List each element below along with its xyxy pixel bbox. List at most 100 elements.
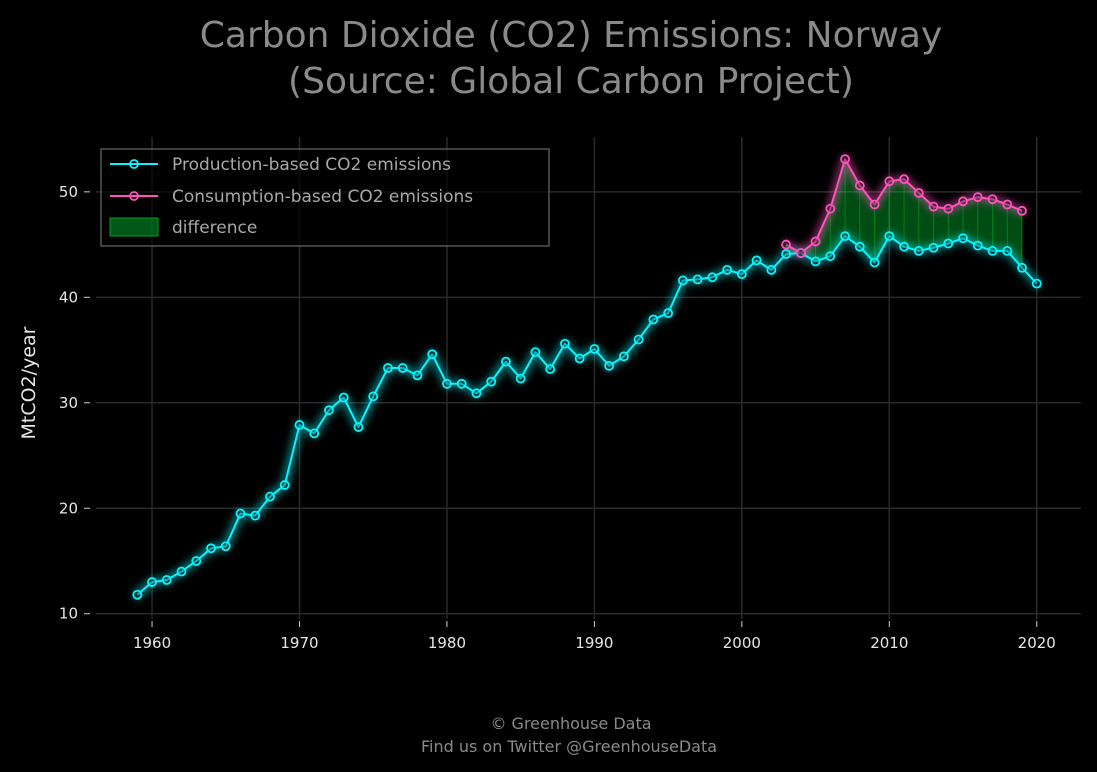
production-point: [161, 575, 172, 585]
production-point: [972, 240, 983, 251]
legend-production-marker: [129, 159, 139, 169]
production-point: [250, 510, 261, 521]
production-point: [633, 334, 644, 345]
consumption-point: [958, 196, 968, 207]
production-glow: [134, 233, 1040, 598]
consumption-point: [781, 239, 791, 250]
production-point: [501, 356, 511, 367]
production-point: [338, 392, 349, 403]
consumption-point: [913, 187, 924, 198]
production-point: [147, 577, 157, 587]
legend-difference-swatch: [109, 217, 159, 237]
production-point: [191, 556, 202, 566]
production-point: [456, 378, 467, 389]
production-point: [781, 249, 791, 259]
production-point: [294, 420, 305, 430]
y-tick-label: 50: [59, 183, 78, 201]
y-tick-label: 30: [59, 394, 78, 412]
production-point: [663, 308, 674, 319]
production-glow: [130, 229, 1044, 602]
production-point: [265, 491, 275, 502]
consumption-point: [928, 201, 939, 212]
legend-frame: [100, 148, 550, 247]
production-point: [309, 428, 320, 439]
production-point: [220, 541, 231, 552]
production-point: [987, 246, 998, 256]
production-point: [899, 241, 909, 252]
consumption-line: [785, 158, 1023, 255]
consumption-point: [795, 248, 806, 258]
production-point: [560, 338, 570, 349]
production-point: [1031, 278, 1042, 289]
production-glow: [132, 231, 1042, 600]
production-point: [471, 388, 482, 399]
consumption-point: [972, 192, 983, 203]
production-point: [397, 363, 408, 373]
series-markers: [132, 154, 1042, 600]
consumption-point: [943, 203, 954, 214]
legend-consumption-label: Consumption-based CO2 emissions: [172, 187, 473, 207]
consumption-point: [854, 180, 865, 191]
production-point: [751, 255, 762, 266]
footer-credit: © Greenhouse Data: [490, 714, 651, 733]
consumption-point: [884, 176, 895, 187]
production-point: [869, 257, 880, 268]
production-point: [1017, 262, 1027, 273]
chart-title-line-2: (Source: Global Carbon Project): [288, 61, 854, 102]
legend-production-label: Production-based CO2 emissions: [172, 155, 451, 175]
production-point: [943, 238, 954, 249]
series-lines: [136, 158, 1038, 596]
x-tick-label: 2010: [870, 634, 908, 652]
production-point: [545, 364, 556, 374]
production-point: [176, 566, 187, 577]
production-point: [235, 508, 246, 519]
consumption-point: [810, 236, 821, 247]
production-line: [136, 235, 1038, 596]
chart-title-line-1: Carbon Dioxide (CO2) Emissions: Norway: [200, 15, 943, 56]
production-point: [618, 351, 629, 362]
production-point: [132, 589, 143, 600]
legend-difference-label: difference: [172, 218, 257, 238]
production-point: [604, 360, 615, 371]
production-point: [515, 373, 526, 384]
x-tick-label: 2020: [1018, 634, 1056, 652]
production-point: [692, 274, 703, 285]
production-point: [206, 543, 216, 554]
consumption-point: [1002, 199, 1013, 210]
production-point: [353, 422, 364, 432]
production-point: [368, 391, 379, 402]
production-point: [958, 233, 968, 244]
consumption-point: [899, 174, 909, 185]
axes: 1960 1970 1980 1990 2000 2010 2020 10 20 30 40 50: [59, 183, 1056, 652]
production-point: [412, 370, 423, 381]
production-point: [383, 363, 393, 373]
production-point: [574, 353, 585, 364]
production-point: [324, 405, 334, 416]
production-point: [530, 347, 541, 358]
consumption-point: [1017, 205, 1027, 216]
production-point: [1002, 246, 1013, 256]
legend: Production-based CO2 emissions Consumpti…: [100, 148, 550, 247]
y-tick-label: 40: [59, 288, 78, 306]
y-tick-label: 10: [59, 605, 78, 623]
production-point: [442, 378, 452, 389]
consumption-point: [869, 199, 880, 210]
production-point: [486, 376, 497, 387]
production-point: [648, 314, 659, 325]
production-point: [279, 480, 290, 490]
legend-consumption-marker: [129, 191, 139, 201]
x-tick-label: 1960: [133, 634, 171, 652]
production-point: [766, 264, 777, 275]
x-tick-label: 1990: [575, 634, 613, 652]
production-point: [722, 264, 733, 275]
production-point: [840, 231, 850, 242]
production-point: [825, 251, 836, 262]
production-point: [854, 241, 865, 252]
production-point: [427, 349, 438, 360]
footer-twitter: Find us on Twitter @GreenhouseData: [421, 737, 717, 756]
production-point: [913, 246, 924, 256]
y-axis-label: MtCO2/year: [18, 326, 40, 439]
consumption-point: [840, 154, 850, 165]
production-point: [707, 272, 718, 283]
